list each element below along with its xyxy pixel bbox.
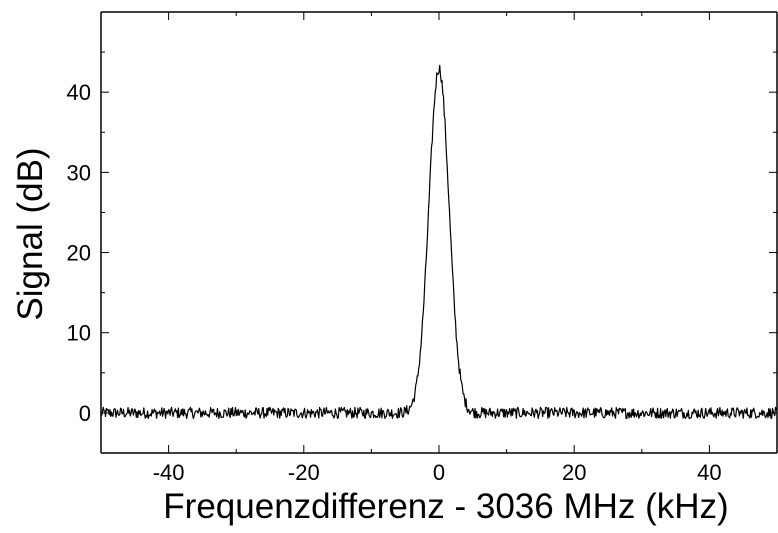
y-tick-label: 20 [67,241,91,266]
y-tick-label: 10 [67,321,91,346]
x-tick-label: -20 [288,460,320,485]
x-axis-title: Frequenzdifferenz - 3036 MHz (kHz) [163,487,728,526]
x-tick-label: 0 [433,460,445,485]
x-tick-label: -40 [153,460,185,485]
x-tick-label: 20 [562,460,586,485]
tick-labels: -40 -20 0 20 40 0 10 20 30 40 [67,80,722,485]
y-tick-label: 40 [67,80,91,105]
series-line [100,64,778,420]
axes-frame [100,11,778,454]
y-tick-label: 30 [67,160,91,185]
plot-area [100,64,778,420]
y-axis-title: Signal (dB) [11,147,50,320]
x-tick-label: 40 [697,460,721,485]
axis-ticks [100,11,778,454]
y-tick-label: 0 [79,401,91,426]
